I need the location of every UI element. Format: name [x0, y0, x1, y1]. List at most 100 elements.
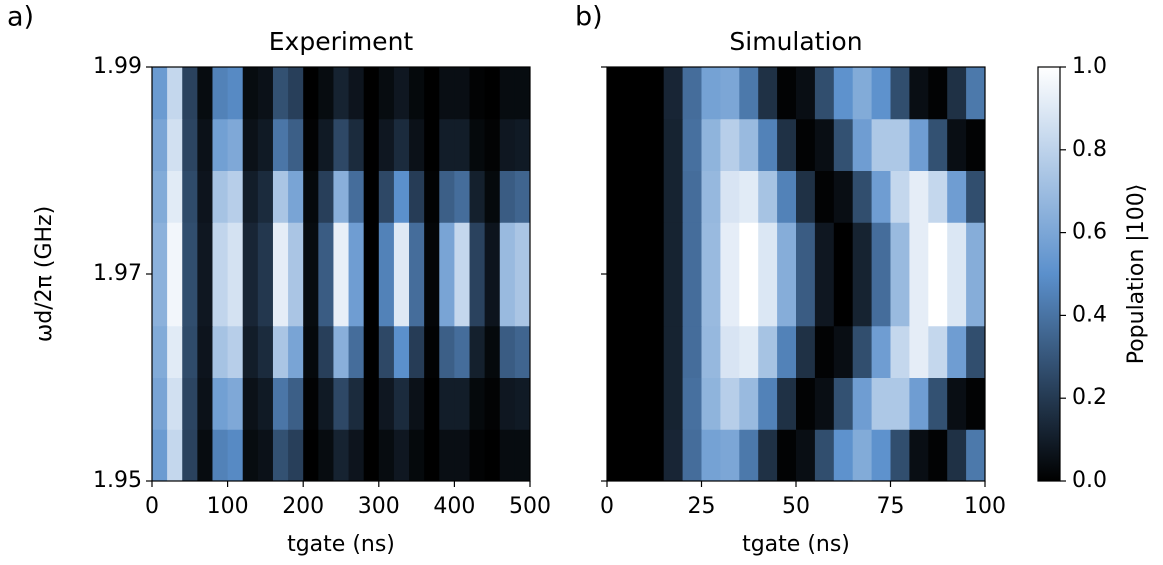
heatmap-cell — [318, 377, 334, 430]
heatmap-cell — [777, 170, 797, 223]
heatmap-cell — [424, 67, 440, 120]
heatmap-cell — [393, 325, 410, 378]
heatmap-cell — [739, 170, 759, 223]
heatmap-cell — [227, 377, 244, 430]
x-tick-label: 100 — [964, 494, 1006, 519]
heatmap-cell — [682, 274, 702, 327]
heatmap-cell — [363, 170, 380, 223]
colorbar-label: Population |100⟩ — [1124, 184, 1149, 365]
heatmap-cell — [947, 429, 967, 482]
heatmap-cell — [152, 325, 168, 378]
heatmap-cell — [409, 377, 425, 430]
heatmap-cell — [852, 170, 873, 223]
heatmap-cell — [890, 325, 910, 378]
heatmap-cell — [625, 67, 646, 120]
heatmap-cell — [348, 170, 365, 223]
heatmap-cell — [871, 377, 891, 430]
heatmap-cell — [424, 377, 440, 430]
x-tick-label: 100 — [207, 494, 249, 519]
heatmap-cell — [152, 170, 168, 223]
heatmap-cell — [966, 170, 986, 223]
heatmap-cell — [484, 118, 501, 171]
heatmap-cell — [682, 170, 702, 223]
heatmap-cell — [469, 118, 486, 171]
heatmap-cell — [909, 222, 929, 275]
x-tick-label: 500 — [509, 494, 551, 519]
heatmap-cell — [833, 274, 854, 327]
heatmap-cell — [663, 429, 684, 482]
heatmap-cell — [758, 67, 778, 120]
heatmap-cell — [814, 429, 835, 482]
heatmap-cell — [454, 377, 471, 430]
heatmap-cell — [197, 118, 213, 171]
heatmap-cell — [796, 325, 816, 378]
heatmap-cell — [303, 222, 319, 275]
heatmap-cell — [182, 118, 198, 171]
heatmap-cell — [439, 67, 455, 120]
heatmap-cell — [682, 118, 702, 171]
heatmap-cell — [318, 170, 334, 223]
heatmap-cell — [928, 429, 948, 482]
heatmap-cell — [499, 118, 516, 171]
heatmap-cell — [409, 325, 425, 378]
heatmap-cell — [318, 222, 334, 275]
heatmap-cell — [318, 274, 334, 327]
heatmap-cell — [318, 325, 334, 378]
y-tick-label: 1.97 — [93, 261, 142, 286]
heatmap-cell — [739, 377, 759, 430]
heatmap-cell — [348, 118, 365, 171]
heatmap-cell — [890, 118, 910, 171]
heatmap-cell — [514, 325, 531, 378]
heatmap-cell — [758, 222, 778, 275]
heatmap-cell — [890, 67, 910, 120]
heatmap-cell — [625, 377, 646, 430]
heatmap-cell — [318, 67, 334, 120]
heatmap-cell — [607, 222, 627, 275]
heatmap-cell — [966, 222, 986, 275]
heatmap-cell — [499, 429, 516, 482]
heatmap-cell — [167, 222, 183, 275]
colorbar-tick-label: 0.8 — [1072, 137, 1107, 162]
heatmap-cell — [514, 67, 531, 120]
heatmap-cell — [363, 67, 380, 120]
heatmap-cell — [167, 429, 183, 482]
colorbar-tick-label: 0.6 — [1072, 220, 1107, 245]
heatmap-cell — [439, 377, 455, 430]
heatmap-cell — [454, 170, 471, 223]
heatmap-cell — [212, 170, 229, 223]
heatmap-cell — [454, 118, 471, 171]
heatmap-cell — [454, 67, 471, 120]
heatmap-cell — [409, 274, 425, 327]
heatmap-cell — [378, 67, 395, 120]
heatmap-cell — [625, 274, 646, 327]
heatmap-cell — [947, 118, 967, 171]
heatmap-cell — [272, 170, 289, 223]
panel-label: b) — [575, 2, 603, 33]
heatmap-cell — [814, 170, 835, 223]
heatmap-cell — [439, 325, 455, 378]
heatmap-cell — [644, 377, 665, 430]
heatmap-cell — [393, 274, 410, 327]
heatmap-cell — [212, 118, 229, 171]
heatmap-cell — [469, 170, 486, 223]
heatmap-cell — [439, 222, 455, 275]
heatmap-cell — [257, 377, 274, 430]
heatmap-cell — [852, 325, 873, 378]
heatmap-cell — [227, 325, 244, 378]
colorbar-tick-label: 0.0 — [1072, 468, 1107, 493]
heatmap-cell — [720, 222, 740, 275]
heatmap-cell — [439, 118, 455, 171]
x-axis-label: tgate (ns) — [742, 532, 850, 557]
heatmap-cell — [777, 222, 797, 275]
heatmap-cell — [333, 377, 350, 430]
heatmap-cell — [393, 222, 410, 275]
heatmap-cell — [701, 274, 721, 327]
heatmap-cell — [514, 274, 531, 327]
chart-title: Simulation — [729, 27, 862, 56]
heatmap-cell — [852, 118, 873, 171]
heatmap-cell — [890, 274, 910, 327]
panel-label: a) — [7, 2, 34, 33]
heatmap-cell — [663, 118, 684, 171]
heatmap-cell — [947, 170, 967, 223]
heatmap-cell — [167, 377, 183, 430]
